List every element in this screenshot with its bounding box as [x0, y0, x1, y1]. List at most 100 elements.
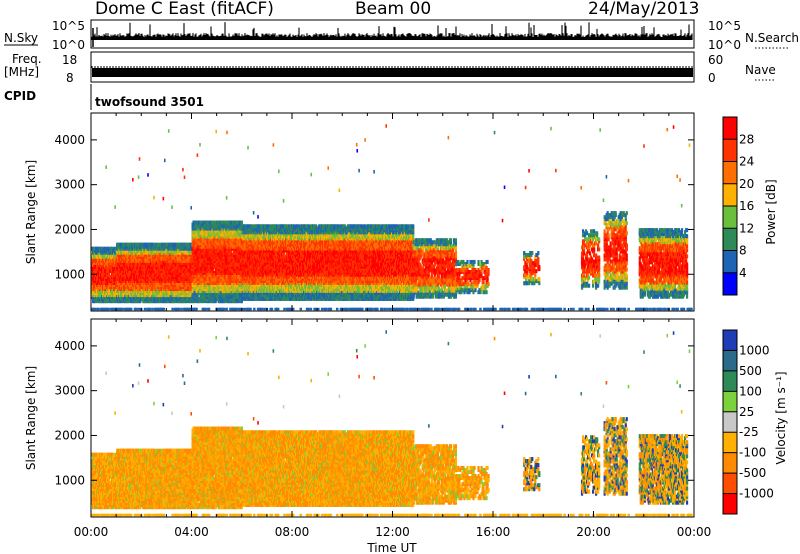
echo-cell — [204, 244, 207, 249]
echo-cell — [110, 254, 113, 259]
echo-cell — [200, 224, 203, 229]
echo-cell — [199, 291, 202, 296]
echo-cell — [117, 246, 120, 251]
echo-cell — [99, 262, 102, 267]
echo-cell — [192, 244, 195, 249]
echo-cell — [194, 287, 197, 292]
cpid-text: twofsound 3501 — [95, 95, 204, 109]
echo-cell — [198, 266, 201, 271]
echo-cell — [95, 248, 98, 253]
echo-cell — [195, 270, 198, 275]
echo-cell — [114, 254, 117, 259]
echo-cell — [165, 256, 168, 261]
echo-cell — [105, 293, 108, 298]
echo-cell — [156, 248, 159, 253]
echo-cell — [187, 285, 190, 290]
echo-cell — [202, 262, 205, 267]
echo-cell — [100, 293, 103, 298]
echo-cell — [160, 291, 163, 296]
echo-cell — [103, 250, 106, 255]
echo-cell — [140, 287, 143, 292]
echo-cell — [95, 295, 98, 300]
echo-cell — [196, 242, 199, 247]
echo-cell — [102, 266, 105, 271]
echo-cell — [119, 264, 122, 269]
nsky-tick-bottom: 10^0 — [52, 38, 85, 52]
echo-cell — [149, 295, 152, 300]
echo-cell — [201, 272, 204, 277]
echo-cell — [114, 297, 117, 302]
echo-cell — [108, 252, 111, 257]
echo-cell — [182, 244, 185, 249]
echo-cell — [197, 274, 200, 279]
echo-cell — [158, 291, 161, 296]
echo-cell — [143, 289, 146, 294]
echo-cell — [196, 289, 199, 294]
echo-cell — [165, 270, 168, 275]
echo-cell — [128, 258, 131, 263]
echo-cell — [151, 283, 154, 288]
echo-cell — [101, 297, 104, 302]
echo-cell — [97, 283, 100, 288]
echo-cell — [108, 295, 111, 300]
echo-cell — [136, 254, 139, 259]
echo-cell — [113, 256, 116, 261]
echo-cell — [110, 287, 113, 292]
freq-tick-top: 18 — [62, 53, 77, 67]
echo-cell — [91, 266, 94, 271]
echo-cell — [193, 281, 196, 286]
echo-cell — [131, 291, 134, 296]
echo-cell — [118, 285, 121, 290]
echo-cell — [138, 274, 141, 279]
echo-cell — [129, 266, 132, 271]
echo-cell — [164, 283, 167, 288]
echo-cell — [201, 281, 204, 286]
echo-cell — [192, 289, 195, 294]
echo-cell — [199, 246, 202, 251]
echo-cell — [163, 268, 166, 273]
echo-cell — [116, 248, 119, 253]
echo-cell — [143, 262, 146, 267]
echo-cell — [137, 291, 140, 296]
echo-cell — [147, 283, 150, 288]
echo-cell — [151, 244, 154, 249]
echo-cell — [143, 266, 146, 271]
echo-cell — [148, 244, 151, 249]
echo-cell — [196, 244, 199, 249]
echo-cell — [196, 258, 199, 263]
echo-cell — [121, 276, 124, 281]
freq-trace — [92, 68, 693, 77]
echo-cell — [175, 264, 178, 269]
echo-cell — [113, 246, 116, 251]
echo-cell — [141, 246, 144, 251]
echo-cell — [199, 297, 202, 302]
echo-cell — [187, 256, 190, 261]
echo-cell — [164, 297, 167, 302]
echo-cell — [150, 264, 153, 269]
echo-cell — [197, 224, 200, 229]
echo-cell — [197, 248, 200, 253]
echo-cell — [106, 285, 109, 290]
echo-cell — [181, 272, 184, 277]
echo-cell — [193, 299, 196, 304]
echo-cell — [103, 289, 106, 294]
echo-cell — [141, 289, 144, 294]
echo-cell — [180, 250, 183, 255]
echo-cell — [198, 299, 201, 304]
echo-cell — [124, 244, 127, 249]
echo-cell — [138, 264, 141, 269]
echo-cell — [128, 252, 131, 257]
echo-cell — [178, 244, 181, 249]
echo-cell — [112, 270, 115, 275]
echo-cell — [140, 274, 143, 279]
echo-cell — [157, 287, 160, 292]
echo-cell — [201, 236, 204, 241]
echo-cell — [127, 299, 130, 304]
echo-cell — [158, 270, 161, 275]
echo-cell — [161, 266, 164, 271]
echo-cell — [139, 250, 142, 255]
echo-cell — [141, 295, 144, 300]
echo-cell — [91, 281, 94, 286]
echo-cell — [149, 258, 152, 263]
echo-cell — [150, 293, 153, 298]
